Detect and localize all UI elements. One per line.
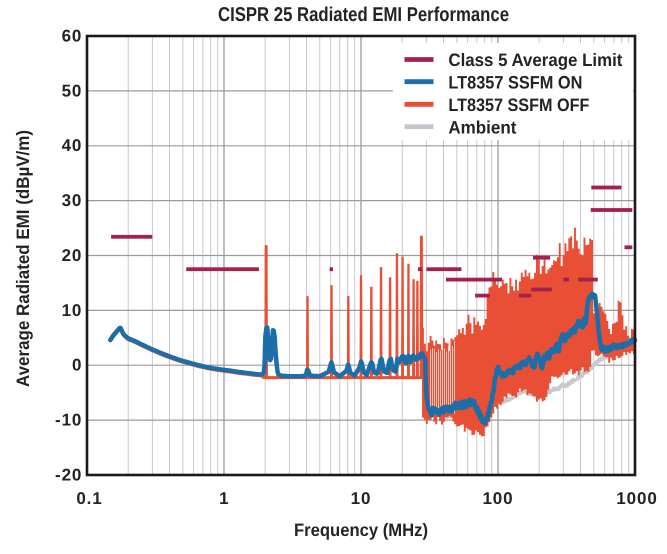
- svg-text:50: 50: [62, 81, 83, 100]
- svg-text:10: 10: [351, 489, 372, 508]
- svg-text:LT8357 SSFM OFF: LT8357 SSFM OFF: [448, 95, 589, 115]
- svg-text:Ambient: Ambient: [448, 117, 516, 137]
- svg-text:CISPR 25 Radiated EMI Performa: CISPR 25 Radiated EMI Performance: [218, 4, 509, 26]
- svg-text:LT8357 SSFM ON: LT8357 SSFM ON: [448, 72, 582, 92]
- svg-text:Frequency (MHz): Frequency (MHz): [294, 520, 428, 540]
- svg-text:20: 20: [62, 246, 83, 265]
- svg-text:1000: 1000: [616, 489, 657, 508]
- svg-text:100: 100: [482, 489, 513, 508]
- svg-text:30: 30: [62, 191, 83, 210]
- svg-text:60: 60: [62, 26, 83, 45]
- svg-text:-20: -20: [55, 465, 82, 484]
- svg-text:Average Radiated EMI (dBµV/m): Average Radiated EMI (dBµV/m): [13, 130, 33, 387]
- svg-text:10: 10: [62, 301, 83, 320]
- svg-text:40: 40: [62, 136, 83, 155]
- svg-text:-10: -10: [55, 411, 82, 430]
- svg-text:0.1: 0.1: [76, 489, 102, 508]
- svg-text:1: 1: [219, 489, 229, 508]
- svg-text:0: 0: [72, 356, 82, 375]
- svg-text:Class 5 Average Limit: Class 5 Average Limit: [448, 50, 622, 70]
